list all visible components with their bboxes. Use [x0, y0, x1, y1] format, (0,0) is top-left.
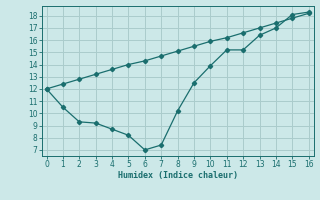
X-axis label: Humidex (Indice chaleur): Humidex (Indice chaleur): [118, 171, 237, 180]
